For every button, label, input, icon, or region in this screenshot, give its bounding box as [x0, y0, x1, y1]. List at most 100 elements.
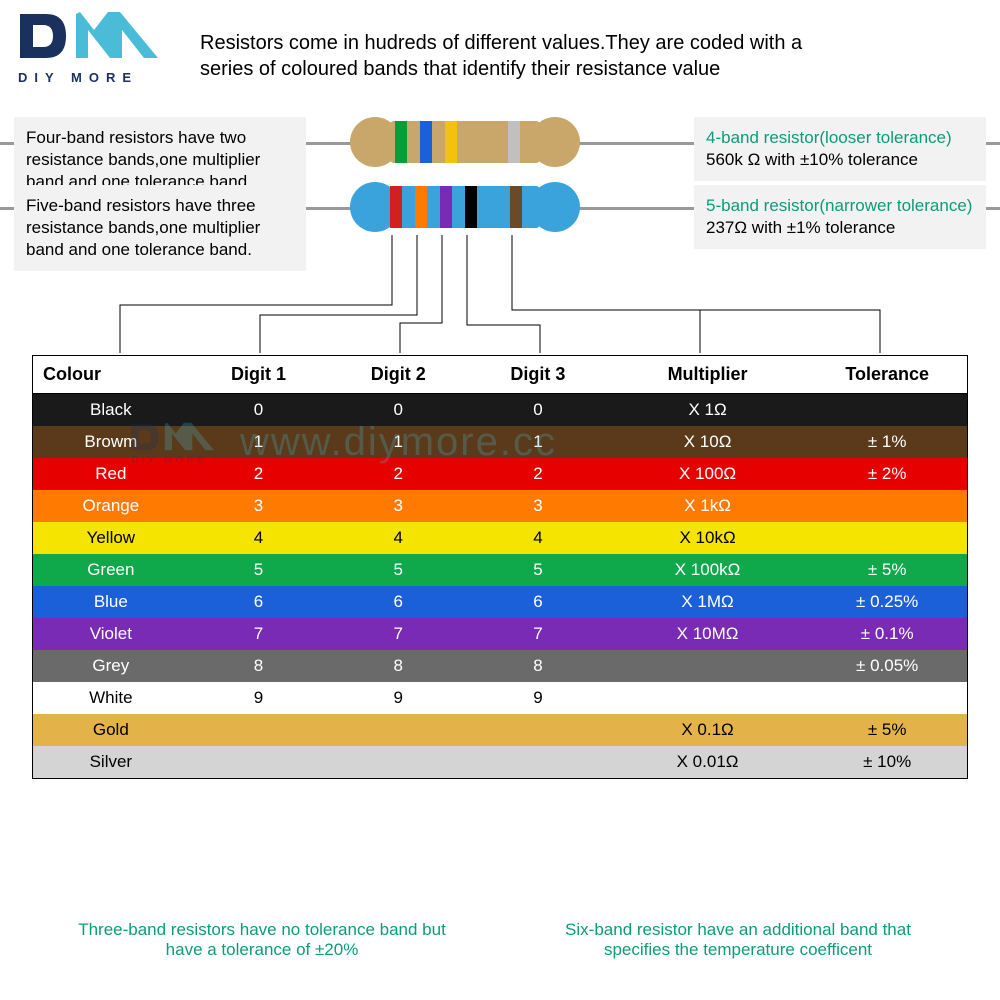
- cell-colour: Silver: [33, 746, 189, 778]
- cell-d1: [189, 714, 329, 746]
- footer-left: Three-band resistors have no tolerance b…: [62, 920, 462, 960]
- cell-d3: [468, 746, 608, 778]
- resistor-4band: [350, 115, 580, 175]
- cell-d1: 4: [189, 522, 329, 554]
- cell-d3: 1: [468, 426, 608, 458]
- note-5band-right-value: 237Ω with ±1% tolerance: [706, 218, 895, 237]
- note-4band-right-value: 560k Ω with ±10% tolerance: [706, 150, 918, 169]
- cell-d1: 3: [189, 490, 329, 522]
- cell-colour: Browm: [33, 426, 189, 458]
- cell-tol: [807, 682, 967, 714]
- table-row: Silver X 0.01Ω± 10%: [33, 746, 967, 778]
- cell-d2: 1: [328, 426, 468, 458]
- table-row: Grey888± 0.05%: [33, 650, 967, 682]
- cell-d3: 6: [468, 586, 608, 618]
- table-body: Black000X 1ΩBrowm111X 10Ω± 1%Red222X 100…: [33, 394, 967, 778]
- cell-tol: ± 0.25%: [807, 586, 967, 618]
- note-5band-right: 5-band resistor(narrower tolerance) 237Ω…: [694, 185, 986, 249]
- cell-mult: X 100kΩ: [608, 554, 808, 586]
- cell-colour: Yellow: [33, 522, 189, 554]
- cell-colour: Blue: [33, 586, 189, 618]
- cell-d1: 8: [189, 650, 329, 682]
- table-row: Yellow444X 10kΩ: [33, 522, 967, 554]
- note-4band-right: 4-band resistor(looser tolerance) 560k Ω…: [694, 117, 986, 181]
- cell-d1: 2: [189, 458, 329, 490]
- cell-d2: 8: [328, 650, 468, 682]
- cell-mult: [608, 682, 808, 714]
- cell-d3: 9: [468, 682, 608, 714]
- cell-d2: 2: [328, 458, 468, 490]
- cell-colour: White: [33, 682, 189, 714]
- table-row: Gold X 0.1Ω± 5%: [33, 714, 967, 746]
- th-digit1: Digit 1: [189, 356, 329, 393]
- cell-mult: X 10MΩ: [608, 618, 808, 650]
- cell-mult: X 0.01Ω: [608, 746, 808, 778]
- logo-svg: [18, 10, 168, 62]
- table-row: White999: [33, 682, 967, 714]
- cell-d2: 9: [328, 682, 468, 714]
- th-digit3: Digit 3: [468, 356, 608, 393]
- cell-colour: Violet: [33, 618, 189, 650]
- note-4band-right-title: 4-band resistor(looser tolerance): [706, 128, 952, 147]
- cell-d1: 6: [189, 586, 329, 618]
- footer-right: Six-band resistor have an additional ban…: [538, 920, 938, 960]
- cell-colour: Black: [33, 394, 189, 426]
- cell-colour: Grey: [33, 650, 189, 682]
- cell-d1: [189, 746, 329, 778]
- logo-mark: [18, 10, 168, 62]
- cell-tol: ± 2%: [807, 458, 967, 490]
- table-row: Green555X 100kΩ± 5%: [33, 554, 967, 586]
- cell-d2: [328, 746, 468, 778]
- th-mult: Multiplier: [608, 356, 808, 393]
- cell-d3: 5: [468, 554, 608, 586]
- cell-d2: 4: [328, 522, 468, 554]
- intro-text: Resistors come in hudreds of different v…: [200, 30, 860, 82]
- footer-notes: Three-band resistors have no tolerance b…: [32, 910, 968, 970]
- table-row: Red222X 100Ω± 2%: [33, 458, 967, 490]
- cell-d3: 0: [468, 394, 608, 426]
- cell-tol: [807, 522, 967, 554]
- resistor-5band: [350, 180, 580, 240]
- cell-d3: 7: [468, 618, 608, 650]
- table-header: Colour Digit 1 Digit 2 Digit 3 Multiplie…: [33, 356, 967, 394]
- table-row: Blue666X 1MΩ± 0.25%: [33, 586, 967, 618]
- cell-d3: 3: [468, 490, 608, 522]
- cell-mult: X 0.1Ω: [608, 714, 808, 746]
- cell-d1: 5: [189, 554, 329, 586]
- cell-mult: X 1kΩ: [608, 490, 808, 522]
- cell-d2: [328, 714, 468, 746]
- cell-colour: Gold: [33, 714, 189, 746]
- cell-mult: X 1Ω: [608, 394, 808, 426]
- cell-tol: ± 1%: [807, 426, 967, 458]
- cell-d2: 6: [328, 586, 468, 618]
- logo-brand-text: DIY MORE: [18, 70, 168, 85]
- th-tol: Tolerance: [807, 356, 967, 393]
- table-row: Orange333X 1kΩ: [33, 490, 967, 522]
- cell-mult: [608, 650, 808, 682]
- cell-mult: X 10kΩ: [608, 522, 808, 554]
- cell-d3: [468, 714, 608, 746]
- cell-tol: ± 5%: [807, 554, 967, 586]
- cell-tol: ± 5%: [807, 714, 967, 746]
- th-digit2: Digit 2: [328, 356, 468, 393]
- note-5band-right-title: 5-band resistor(narrower tolerance): [706, 196, 972, 215]
- cell-d3: 4: [468, 522, 608, 554]
- cell-d1: 7: [189, 618, 329, 650]
- cell-d3: 8: [468, 650, 608, 682]
- cell-tol: ± 0.05%: [807, 650, 967, 682]
- cell-colour: Green: [33, 554, 189, 586]
- cell-tol: ± 10%: [807, 746, 967, 778]
- color-code-table: Colour Digit 1 Digit 2 Digit 3 Multiplie…: [32, 355, 968, 779]
- table-row: Black000X 1Ω: [33, 394, 967, 426]
- cell-tol: [807, 490, 967, 522]
- cell-d1: 9: [189, 682, 329, 714]
- cell-mult: X 100Ω: [608, 458, 808, 490]
- cell-d2: 5: [328, 554, 468, 586]
- cell-colour: Orange: [33, 490, 189, 522]
- logo: DIY MORE: [18, 10, 168, 85]
- cell-mult: X 1MΩ: [608, 586, 808, 618]
- table-row: Browm111X 10Ω± 1%: [33, 426, 967, 458]
- th-colour: Colour: [33, 356, 189, 393]
- cell-mult: X 10Ω: [608, 426, 808, 458]
- cell-d3: 2: [468, 458, 608, 490]
